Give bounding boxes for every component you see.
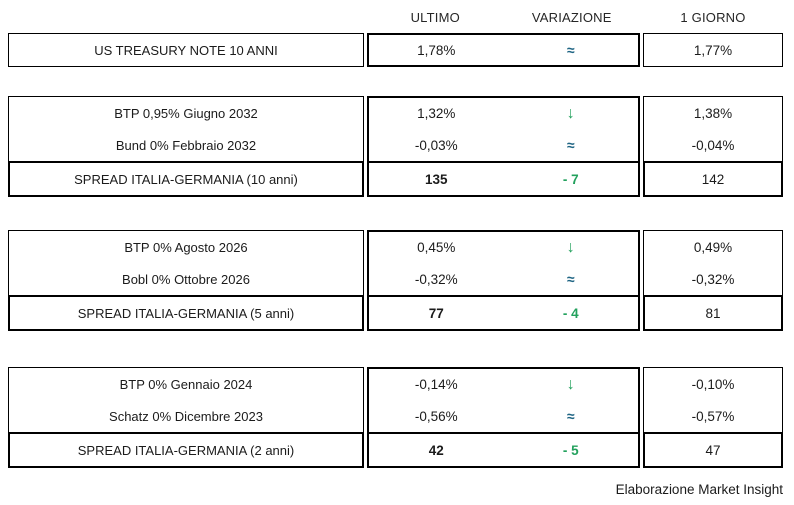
spread-label: SPREAD ITALIA-GERMANIA (5 anni) xyxy=(8,295,364,331)
bond-yields-table: ULTIMO VARIAZIONE 1 GIORNO US TREASURY N… xyxy=(0,8,794,505)
section-5y-bonds: BTP 0% Agosto 2026 Bobl 0% Ottobre 2026 … xyxy=(8,230,794,297)
section-10y-bonds: BTP 0,95% Giugno 2032 Bund 0% Febbraio 2… xyxy=(8,96,794,163)
spread-giorno-value: 142 xyxy=(643,161,783,197)
ultimo-value: -0,32% xyxy=(414,271,458,287)
bond-label: Schatz 0% Dicembre 2023 xyxy=(109,409,263,425)
spread-row-10y: SPREAD ITALIA-GERMANIA (10 anni) 135 - 7… xyxy=(8,161,794,197)
ultimo-value: 0,45% xyxy=(417,240,456,256)
spread-giorno-value: 47 xyxy=(643,432,783,468)
table-header-row: ULTIMO VARIAZIONE 1 GIORNO xyxy=(8,8,794,26)
ultimo-value: -0,03% xyxy=(414,137,458,153)
bond-label: Bund 0% Febbraio 2032 xyxy=(115,138,257,154)
spread-ultimo-value: 77 xyxy=(428,305,444,321)
variation-approx-icon: ≈ xyxy=(566,137,575,154)
column-header-1giorno: 1 GIORNO xyxy=(680,9,746,25)
spread-row-5y: SPREAD ITALIA-GERMANIA (5 anni) 77 - 4 8… xyxy=(8,295,794,331)
bond-label: BTP 0,95% Giugno 2032 xyxy=(114,105,258,121)
bond-label: Bobl 0% Ottobre 2026 xyxy=(122,272,250,288)
giorno-value: 0,49% xyxy=(693,239,733,255)
footer-credit: Elaborazione Market Insight xyxy=(615,482,783,497)
ultimo-value: 1,78% xyxy=(417,42,456,58)
variation-approx-icon: ≈ xyxy=(566,42,575,58)
ultimo-value: -0,56% xyxy=(414,408,458,424)
spread-ultimo-value: 42 xyxy=(428,442,444,458)
variation-approx-icon: ≈ xyxy=(566,271,575,288)
variation-down-icon: ↓ xyxy=(566,104,575,122)
giorno-value: 1,77% xyxy=(643,33,783,67)
giorno-value: -0,04% xyxy=(691,138,735,154)
variation-down-icon: ↓ xyxy=(566,238,575,256)
giorno-value: -0,57% xyxy=(691,409,735,425)
spread-label: SPREAD ITALIA-GERMANIA (10 anni) xyxy=(8,161,364,197)
spread-label: SPREAD ITALIA-GERMANIA (2 anni) xyxy=(8,432,364,468)
bond-label: BTP 0% Gennaio 2024 xyxy=(119,376,253,392)
bond-label: US TREASURY NOTE 10 ANNI xyxy=(8,33,364,67)
spread-variation-value: - 4 xyxy=(562,305,579,321)
spread-variation-value: - 5 xyxy=(562,442,579,458)
ultimo-value: -0,14% xyxy=(414,377,458,393)
column-header-ultimo: ULTIMO xyxy=(410,9,460,25)
section-2y-bonds: BTP 0% Gennaio 2024 Schatz 0% Dicembre 2… xyxy=(8,367,794,434)
variation-approx-icon: ≈ xyxy=(566,408,575,425)
bond-label: BTP 0% Agosto 2026 xyxy=(124,239,248,255)
row-us-treasury: US TREASURY NOTE 10 ANNI 1,78% ≈ 1,77% xyxy=(8,33,794,67)
header-spacer xyxy=(8,8,364,26)
column-header-variazione: VARIAZIONE xyxy=(531,9,612,25)
spread-giorno-value: 81 xyxy=(643,295,783,331)
spread-variation-value: - 7 xyxy=(562,171,579,187)
giorno-value: 1,38% xyxy=(693,105,733,121)
giorno-value: -0,32% xyxy=(691,272,735,288)
variation-down-icon: ↓ xyxy=(566,375,575,393)
ultimo-value: 1,32% xyxy=(417,106,456,122)
giorno-value: -0,10% xyxy=(691,376,735,392)
spread-row-2y: SPREAD ITALIA-GERMANIA (2 anni) 42 - 5 4… xyxy=(8,432,794,468)
spread-ultimo-value: 135 xyxy=(424,171,448,187)
